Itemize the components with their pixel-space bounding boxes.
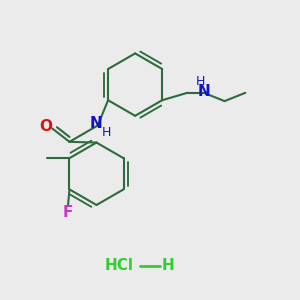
- Text: HCl: HCl: [104, 258, 133, 273]
- Text: N: N: [90, 116, 103, 131]
- Text: H: H: [196, 75, 206, 88]
- Text: H: H: [102, 125, 111, 139]
- Text: N: N: [197, 84, 210, 99]
- Text: H: H: [161, 258, 174, 273]
- Text: F: F: [63, 205, 73, 220]
- Text: O: O: [39, 119, 52, 134]
